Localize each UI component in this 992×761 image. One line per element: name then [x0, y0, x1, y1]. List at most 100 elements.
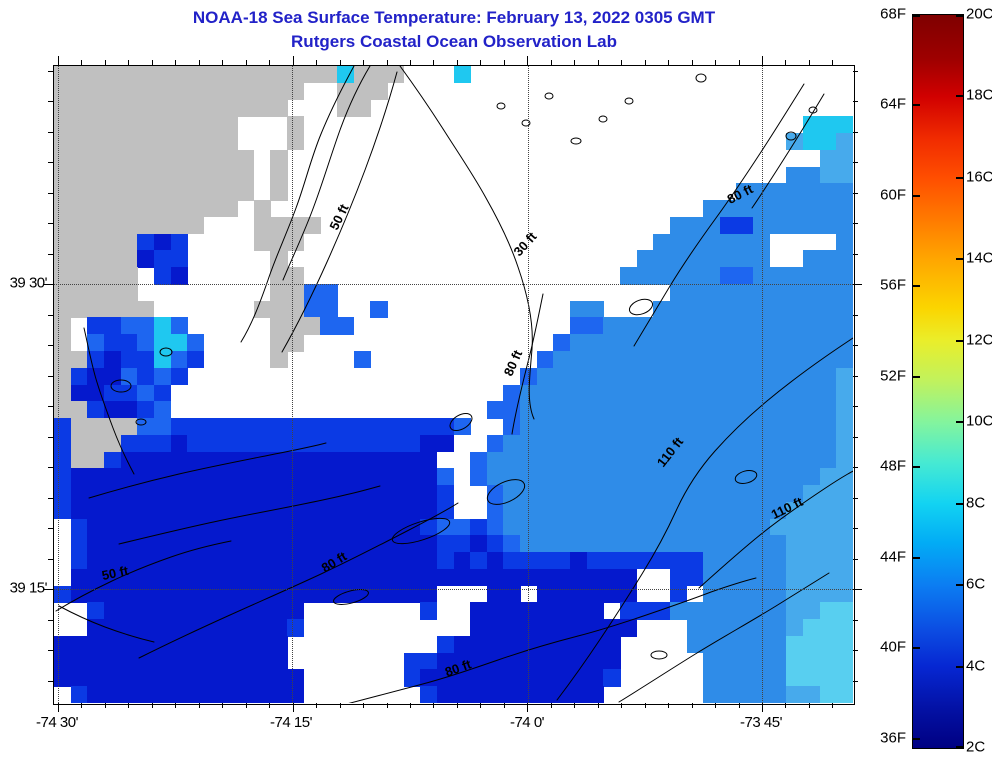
colorbar-fahrenheit-label: 52F — [880, 367, 906, 385]
sst-pixel — [420, 434, 438, 453]
sst-pixel — [220, 418, 238, 436]
sst-pixel — [187, 686, 205, 703]
sst-pixel — [470, 602, 488, 620]
sst-pixel — [836, 434, 853, 453]
land-pixel — [353, 99, 371, 117]
sst-pixel — [636, 267, 654, 285]
land-pixel — [54, 99, 72, 117]
sst-pixel — [137, 317, 155, 335]
land-pixel — [70, 350, 88, 369]
land-pixel — [54, 401, 72, 419]
sst-pixel — [603, 635, 621, 654]
sst-pixel — [137, 350, 155, 369]
sst-pixel — [287, 535, 305, 553]
sst-pixel — [270, 635, 288, 654]
land-pixel — [103, 300, 122, 319]
sst-pixel — [653, 300, 671, 319]
sst-pixel — [570, 552, 588, 570]
sst-pixel — [719, 568, 738, 587]
sst-pixel — [137, 501, 155, 520]
sst-pixel — [669, 535, 688, 553]
land-pixel — [353, 66, 371, 84]
axis-tick — [853, 650, 858, 651]
sst-pixel — [486, 468, 505, 486]
sst-pixel — [736, 635, 754, 654]
sst-pixel — [187, 485, 205, 503]
sst-pixel — [786, 133, 804, 151]
sst-pixel — [370, 518, 388, 536]
sst-pixel — [503, 686, 521, 703]
land-pixel — [70, 66, 88, 84]
land-pixel — [270, 233, 288, 251]
sst-pixel — [736, 535, 754, 553]
sst-pixel — [303, 451, 321, 469]
sst-pixel — [653, 485, 671, 503]
land-pixel — [103, 250, 122, 268]
sst-pixel — [503, 401, 521, 419]
sst-pixel-grid — [54, 66, 853, 703]
land-pixel — [70, 183, 88, 201]
sst-pixel — [486, 535, 505, 553]
sst-pixel — [703, 384, 721, 402]
graticule-line — [292, 66, 293, 703]
land-pixel — [103, 418, 122, 436]
land-pixel — [253, 200, 271, 218]
sst-pixel — [153, 669, 172, 687]
land-pixel — [386, 66, 405, 84]
sst-pixel — [103, 384, 122, 402]
sst-pixel — [253, 468, 271, 486]
axis-tick — [269, 60, 271, 65]
sst-pixel — [453, 518, 471, 536]
sst-pixel — [153, 552, 172, 570]
sst-pixel — [686, 267, 704, 285]
sst-pixel — [719, 635, 738, 654]
sst-pixel — [570, 350, 588, 369]
sst-pixel — [603, 669, 621, 687]
land-pixel — [220, 99, 238, 117]
sst-pixel — [320, 283, 338, 302]
axis-tick — [644, 703, 646, 708]
sst-pixel — [237, 535, 255, 553]
land-pixel — [120, 200, 138, 218]
sst-pixel — [769, 468, 787, 486]
sst-pixel — [137, 602, 155, 620]
sst-pixel — [786, 686, 804, 703]
colorbar-tick — [956, 665, 963, 668]
axis-tick — [550, 60, 552, 65]
sst-pixel — [137, 384, 155, 402]
sst-pixel — [803, 283, 821, 302]
sst-pixel — [786, 401, 804, 419]
sst-pixel — [103, 518, 122, 536]
sst-pixel — [420, 669, 438, 687]
axis-tick — [853, 284, 862, 285]
sst-pixel — [819, 116, 837, 134]
sst-pixel — [719, 418, 738, 436]
land-pixel — [70, 451, 88, 469]
axis-tick — [808, 60, 810, 65]
sst-pixel — [803, 183, 821, 201]
sst-pixel — [420, 418, 438, 436]
land-pixel — [70, 283, 88, 302]
sst-pixel — [719, 669, 738, 687]
sst-pixel — [137, 485, 155, 503]
sst-pixel — [137, 367, 155, 386]
sst-pixel — [803, 216, 821, 235]
y-axis-tick-label: 39 15' — [9, 579, 48, 597]
sst-pixel — [803, 552, 821, 570]
sst-pixel — [769, 619, 787, 637]
sst-pixel — [203, 686, 222, 703]
sst-pixel — [836, 149, 853, 168]
sst-pixel — [436, 485, 455, 503]
sst-pixel — [586, 602, 604, 620]
colorbar-tick — [913, 647, 920, 650]
land-pixel — [187, 200, 205, 218]
axis-tick — [853, 406, 858, 407]
sst-pixel — [103, 350, 122, 369]
sst-pixel — [619, 350, 638, 369]
sst-pixel — [153, 602, 172, 620]
sst-pixel — [54, 485, 72, 503]
land-pixel — [54, 233, 72, 251]
sst-pixel — [836, 568, 853, 587]
sst-pixel — [270, 518, 288, 536]
sst-pixel — [470, 568, 488, 587]
